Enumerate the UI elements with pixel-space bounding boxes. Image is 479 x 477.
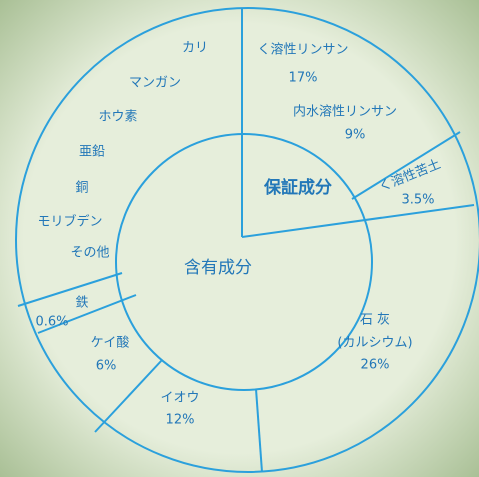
segment-name: 石 灰 — [360, 313, 390, 328]
segment-name: イオウ — [160, 391, 199, 406]
segment-name: 鉄 — [75, 296, 88, 311]
contained-item: その他 — [70, 246, 109, 261]
divider — [37, 294, 137, 334]
contained-item: ホウ素 — [98, 110, 137, 125]
segment-value: 12% — [166, 413, 195, 428]
divider — [255, 388, 263, 473]
segment-value: 0.6% — [35, 315, 68, 330]
contained-item: モリブデン — [37, 214, 102, 230]
divider — [351, 131, 461, 200]
divider — [94, 359, 163, 433]
segment-value: 17% — [289, 71, 318, 86]
segment-value: 3.5% — [401, 193, 434, 208]
contained-item: マンガン — [129, 76, 181, 91]
segment-value: 9% — [345, 128, 366, 143]
segment-value: 6% — [96, 359, 117, 374]
segment-name: 内水溶性リンサン — [293, 104, 397, 120]
divider — [241, 204, 475, 238]
dividers — [17, 8, 475, 473]
divider — [17, 272, 123, 307]
inner-circle — [115, 133, 373, 391]
contained-item: カリ — [182, 41, 208, 56]
outer-circle — [15, 7, 479, 473]
contained-item: 銅 — [75, 181, 88, 196]
segment-name: ケイ酸 — [91, 336, 130, 351]
segment-name: く溶性リンサン — [257, 43, 348, 58]
segment-sub: (カルシウム) — [337, 336, 412, 351]
contained-item: 亜鉛 — [79, 145, 105, 160]
inner-label: 含有成分 — [184, 258, 252, 278]
segment-value: 26% — [361, 358, 390, 373]
inner-label: 保証成分 — [263, 177, 332, 198]
